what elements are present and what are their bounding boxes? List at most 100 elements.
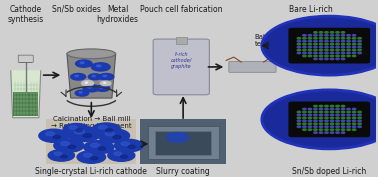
Circle shape <box>358 46 361 48</box>
Circle shape <box>61 155 67 158</box>
Circle shape <box>325 111 328 113</box>
Circle shape <box>99 125 107 129</box>
Circle shape <box>54 152 62 155</box>
Circle shape <box>347 52 350 54</box>
Circle shape <box>330 120 334 122</box>
Circle shape <box>303 49 306 51</box>
Circle shape <box>319 55 323 57</box>
Text: Sn/Sb oxides: Sn/Sb oxides <box>52 5 101 14</box>
Circle shape <box>325 108 328 110</box>
Circle shape <box>358 43 361 45</box>
Circle shape <box>336 49 339 51</box>
Circle shape <box>314 105 317 107</box>
Circle shape <box>330 108 334 110</box>
Circle shape <box>336 129 339 130</box>
Circle shape <box>85 82 88 83</box>
Circle shape <box>103 75 107 77</box>
Circle shape <box>319 35 323 36</box>
Circle shape <box>96 65 101 67</box>
Circle shape <box>303 35 306 36</box>
Circle shape <box>341 108 345 110</box>
Circle shape <box>308 123 311 125</box>
Circle shape <box>330 117 334 119</box>
Circle shape <box>98 129 130 143</box>
Circle shape <box>352 108 356 110</box>
Circle shape <box>319 38 323 39</box>
Circle shape <box>341 114 345 116</box>
Circle shape <box>48 150 74 161</box>
Circle shape <box>336 132 339 133</box>
Circle shape <box>166 132 189 142</box>
Circle shape <box>358 120 361 122</box>
Circle shape <box>303 123 306 125</box>
Circle shape <box>330 49 334 51</box>
Circle shape <box>88 74 102 80</box>
Circle shape <box>325 55 328 57</box>
Circle shape <box>314 114 317 116</box>
Circle shape <box>336 123 339 125</box>
Circle shape <box>88 86 92 88</box>
Circle shape <box>100 81 111 86</box>
Circle shape <box>330 41 334 42</box>
Circle shape <box>347 38 350 39</box>
Circle shape <box>53 135 60 139</box>
Circle shape <box>330 111 334 113</box>
Circle shape <box>121 155 127 158</box>
Circle shape <box>303 41 306 42</box>
Circle shape <box>358 114 361 116</box>
Circle shape <box>60 142 70 146</box>
Circle shape <box>319 114 323 116</box>
Circle shape <box>341 123 345 125</box>
Circle shape <box>319 117 323 119</box>
Circle shape <box>352 55 356 57</box>
FancyBboxPatch shape <box>288 28 370 64</box>
Circle shape <box>84 141 114 154</box>
Circle shape <box>99 87 103 88</box>
Circle shape <box>104 82 105 83</box>
Circle shape <box>98 147 105 150</box>
Circle shape <box>297 46 301 48</box>
Circle shape <box>341 105 345 107</box>
Circle shape <box>347 55 350 57</box>
Text: Cathode
synthesis: Cathode synthesis <box>8 5 44 24</box>
Circle shape <box>262 90 378 149</box>
Circle shape <box>303 129 306 130</box>
Circle shape <box>314 126 317 127</box>
Circle shape <box>63 124 90 135</box>
Circle shape <box>352 35 356 36</box>
Circle shape <box>347 41 350 42</box>
Circle shape <box>83 134 91 137</box>
Circle shape <box>330 46 334 48</box>
Circle shape <box>113 135 121 139</box>
Circle shape <box>319 108 323 110</box>
Circle shape <box>336 117 339 119</box>
Circle shape <box>308 108 311 110</box>
Text: Calcination → Ball mill
→ Reheating treatment: Calcination → Ball mill → Reheating trea… <box>51 116 132 129</box>
Circle shape <box>341 129 345 130</box>
Circle shape <box>336 43 339 45</box>
Circle shape <box>341 43 345 45</box>
Circle shape <box>91 143 99 147</box>
Circle shape <box>336 52 339 54</box>
Circle shape <box>303 55 306 57</box>
Circle shape <box>319 132 323 133</box>
Circle shape <box>330 32 334 33</box>
Circle shape <box>341 117 345 119</box>
Circle shape <box>308 120 311 122</box>
Circle shape <box>314 129 317 130</box>
Circle shape <box>358 38 361 39</box>
FancyBboxPatch shape <box>176 38 187 44</box>
Circle shape <box>341 58 345 60</box>
Circle shape <box>46 132 54 136</box>
Circle shape <box>314 120 317 122</box>
Circle shape <box>330 58 334 60</box>
Circle shape <box>319 129 323 130</box>
Circle shape <box>314 108 317 110</box>
Circle shape <box>341 111 345 113</box>
Text: Metal
hydroxides: Metal hydroxides <box>96 5 139 24</box>
Circle shape <box>308 49 311 51</box>
Circle shape <box>308 55 311 57</box>
Circle shape <box>330 123 334 125</box>
Circle shape <box>303 52 306 54</box>
Circle shape <box>319 52 323 54</box>
